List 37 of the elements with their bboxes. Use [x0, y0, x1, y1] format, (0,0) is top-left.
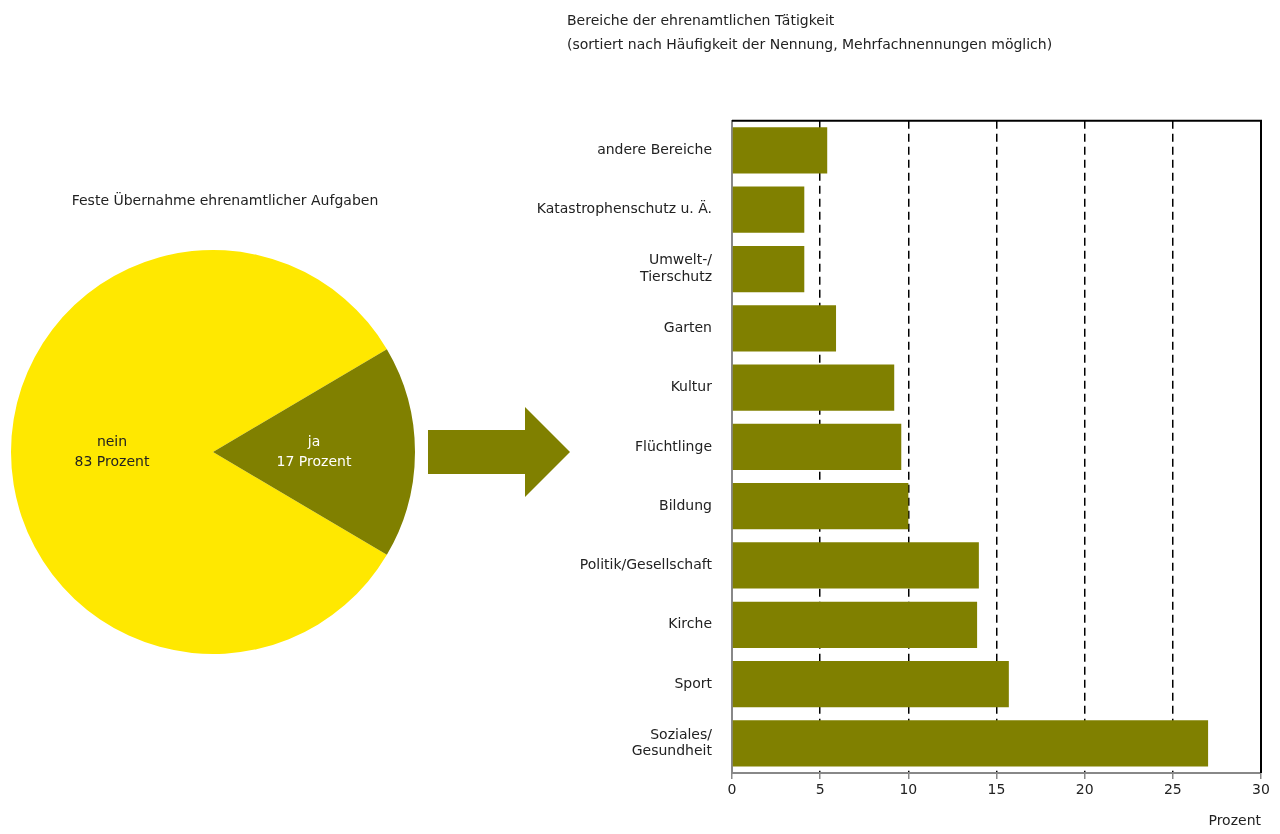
- y-tick-label: andere Bereiche: [597, 141, 712, 158]
- y-tick-label: Kirche: [668, 615, 712, 632]
- bar: [732, 720, 1209, 767]
- x-tick-label: 30: [1252, 781, 1270, 798]
- bar: [732, 423, 902, 471]
- data-label: 17 Prozent: [276, 452, 352, 469]
- y-tick-label: Garten: [663, 318, 712, 335]
- y-tick-label: Flüchtlinge: [634, 437, 712, 454]
- y-tick-label: Politik/Gesellschaft: [579, 556, 713, 573]
- y-tick-label: Sport: [674, 674, 713, 691]
- bar: [732, 660, 1009, 708]
- bar: [732, 127, 828, 174]
- x-tick-label: 0: [727, 781, 737, 798]
- bar: [732, 305, 837, 352]
- data-label: 83 Prozent: [74, 452, 150, 469]
- y-tick-label: Bildung: [659, 496, 712, 513]
- bar: [732, 364, 895, 411]
- bar: [732, 542, 979, 589]
- y-tick-label: Umwelt-/ Tierschutz: [639, 251, 713, 285]
- bar: [732, 601, 978, 648]
- y-tick-label: Katastrophenschutz u. Ä.: [536, 199, 712, 217]
- slice-label: ja: [306, 432, 321, 449]
- x-tick-label: 5: [815, 781, 825, 798]
- x-tick-label: 20: [1075, 781, 1094, 798]
- x-axis-title: Prozent: [1208, 812, 1262, 829]
- x-tick-label: 25: [1163, 781, 1182, 798]
- bar: [732, 483, 909, 530]
- y-tick-label: Soziales/ Gesundheit: [631, 725, 713, 759]
- y-tick-label: Kultur: [670, 378, 713, 395]
- x-tick-label: 15: [987, 781, 1006, 798]
- chart-subtitle: (sortiert nach Häufigkeit der Nennung, Mehrfachnennungen möglich): [567, 36, 1053, 52]
- bar: [732, 186, 805, 233]
- chart-title: Bereiche der ehrenamtlichen Tätigkeit: [567, 12, 835, 28]
- slice-label: nein: [96, 432, 128, 449]
- x-tick-label: 10: [899, 781, 918, 798]
- bar: [732, 245, 805, 293]
- chart-title: Feste Übernahme ehrenamtlicher Aufgaben: [70, 192, 380, 208]
